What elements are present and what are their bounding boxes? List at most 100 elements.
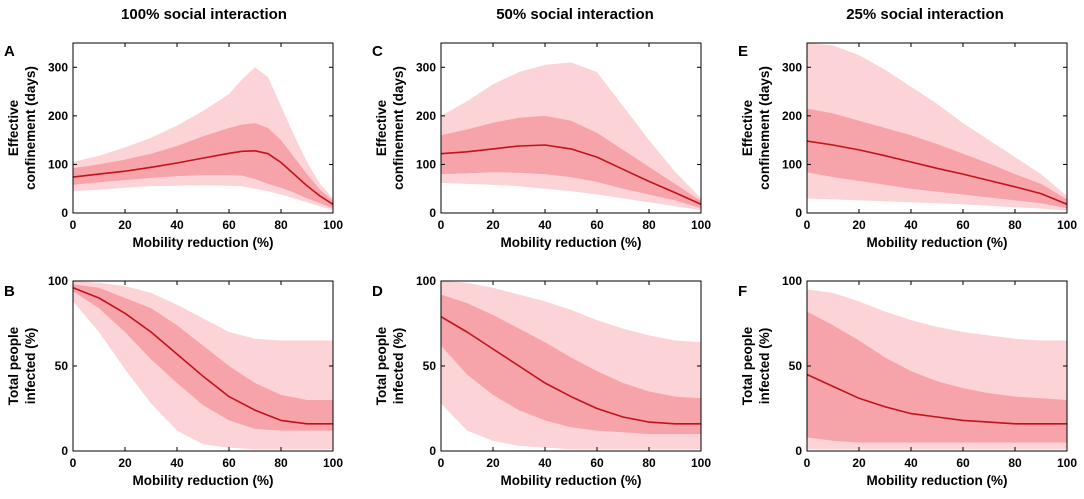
- y-tick-label-d-0: 0: [429, 444, 436, 458]
- y-tick-label-f-0: 0: [795, 444, 802, 458]
- x-tick-label-e-2: 40: [904, 218, 918, 232]
- x-tick-label-f-4: 80: [1008, 456, 1022, 470]
- x-tick-label-b-5: 100: [323, 456, 343, 470]
- x-tick-label-a-3: 60: [222, 218, 236, 232]
- x-tick-label-b-4: 80: [274, 456, 288, 470]
- y-axis-label-line-c-1: confinement (days): [391, 66, 406, 190]
- y-tick-label-b-1: 50: [55, 359, 69, 373]
- x-tick-label-f-1: 20: [852, 456, 866, 470]
- y-axis-label-e: Effective confinement (days): [740, 66, 772, 190]
- axes-box-a: [72, 42, 334, 214]
- x-tick-label-b-3: 60: [222, 456, 236, 470]
- y-tick-label-a-0: 0: [61, 206, 68, 220]
- y-tick-label-b-0: 0: [61, 444, 68, 458]
- x-tick-label-d-1: 20: [486, 456, 500, 470]
- y-axis-label-line-d-0: Total people: [374, 326, 389, 405]
- y-tick-label-a-1: 100: [48, 157, 68, 171]
- y-axis-label-line-c-0: Effective: [374, 99, 389, 156]
- column-title-2: 50% social interaction: [496, 6, 654, 23]
- x-axis-label-d: Mobility reduction (%): [501, 473, 642, 488]
- panel-letter-b: B: [4, 283, 15, 300]
- plot-area-f: [807, 289, 1067, 450]
- x-tick-label-d-3: 60: [590, 456, 604, 470]
- median-line-d: [441, 316, 701, 425]
- x-tick-label-e-4: 80: [1008, 218, 1022, 232]
- x-tick-label-e-5: 100: [1057, 218, 1077, 232]
- y-tick-label-c-1: 100: [416, 157, 436, 171]
- inner-band-d: [441, 294, 701, 434]
- y-tick-label-d-2: 100: [416, 274, 436, 288]
- panel-c: 0 20 40 60 80 100 0 100 200 300 Mobility reduction…: [372, 42, 711, 250]
- median-line-f: [807, 373, 1067, 425]
- column-title-1: 100% social interaction: [121, 6, 287, 23]
- median-line-b: [73, 287, 333, 425]
- y-axis-label-b: Total people infected (%): [6, 326, 38, 405]
- plot-area-c: [441, 62, 701, 211]
- x-axis-label-c: Mobility reduction (%): [501, 235, 642, 250]
- x-tick-label-c-0: 0: [438, 218, 445, 232]
- y-axis-label-d: Total people infected (%): [374, 326, 406, 405]
- median-line-c: [441, 144, 701, 206]
- y-tick-label-e-1: 100: [782, 157, 802, 171]
- x-tick-label-d-0: 0: [438, 456, 445, 470]
- x-tick-label-c-3: 60: [590, 218, 604, 232]
- median-line-a: [73, 150, 333, 205]
- plot-area-b: [73, 281, 333, 450]
- x-tick-label-b-2: 40: [170, 456, 184, 470]
- x-tick-label-c-5: 100: [691, 218, 711, 232]
- panel-f: 0 20 40 60 80 100 0 50 100 Mobility reduction (%)…: [738, 274, 1077, 488]
- panel-letter-f: F: [738, 283, 747, 300]
- plot-area-e: [807, 43, 1067, 211]
- y-tick-label-f-2: 100: [782, 274, 802, 288]
- x-tick-label-e-3: 60: [956, 218, 970, 232]
- x-tick-label-a-1: 20: [118, 218, 132, 232]
- y-axis-label-c: Effective confinement (days): [374, 66, 406, 190]
- y-tick-label-f-1: 50: [789, 359, 803, 373]
- x-tick-label-f-2: 40: [904, 456, 918, 470]
- inner-band-f: [807, 311, 1067, 443]
- x-tick-label-b-0: 0: [70, 456, 77, 470]
- inner-band-a: [73, 123, 333, 209]
- y-tick-label-e-0: 0: [795, 206, 802, 220]
- y-axis-label-line-f-0: Total people: [740, 326, 755, 405]
- column-title-3: 25% social interaction: [846, 6, 1004, 23]
- x-tick-label-e-1: 20: [852, 218, 866, 232]
- axes-box-e: [806, 42, 1068, 214]
- y-tick-label-c-3: 300: [416, 60, 436, 74]
- panel-b: 0 20 40 60 80 100 0 50 100 Mobility reduction (%)…: [4, 274, 343, 488]
- x-tick-label-f-0: 0: [804, 456, 811, 470]
- x-axis-label-b: Mobility reduction (%): [133, 473, 274, 488]
- panel-letter-e: E: [738, 43, 748, 60]
- y-axis-label-line-e-1: confinement (days): [757, 66, 772, 190]
- x-axis-label-f: Mobility reduction (%): [867, 473, 1008, 488]
- x-tick-label-a-2: 40: [170, 218, 184, 232]
- panel-letter-a: A: [4, 43, 15, 60]
- x-axis-label-a: Mobility reduction (%): [133, 235, 274, 250]
- y-tick-label-a-3: 300: [48, 60, 68, 74]
- y-axis-label-line-b-1: infected (%): [23, 328, 38, 405]
- x-tick-label-d-2: 40: [538, 456, 552, 470]
- y-axis-label-line-f-1: infected (%): [757, 328, 772, 405]
- plot-area-a: [73, 67, 333, 211]
- x-tick-label-a-0: 0: [70, 218, 77, 232]
- y-axis-label-a: Effective confinement (days): [6, 66, 38, 190]
- y-axis-label-line-d-1: infected (%): [391, 328, 406, 405]
- y-axis-label-line-e-0: Effective: [740, 99, 755, 156]
- panel-letter-c: C: [372, 43, 383, 60]
- axes-box-c: [440, 42, 702, 214]
- x-tick-label-f-5: 100: [1057, 456, 1077, 470]
- x-tick-label-c-4: 80: [642, 218, 656, 232]
- x-tick-label-a-5: 100: [323, 218, 343, 232]
- x-axis-label-e: Mobility reduction (%): [867, 235, 1008, 250]
- x-tick-label-c-2: 40: [538, 218, 552, 232]
- x-tick-label-d-5: 100: [691, 456, 711, 470]
- x-tick-label-f-3: 60: [956, 456, 970, 470]
- plot-area-d: [441, 281, 701, 450]
- median-line-e: [807, 140, 1067, 206]
- y-axis-label-line-a-0: Effective: [6, 99, 21, 156]
- x-tick-label-c-1: 20: [486, 218, 500, 232]
- y-axis-label-line-a-1: confinement (days): [23, 66, 38, 190]
- x-tick-label-d-4: 80: [642, 456, 656, 470]
